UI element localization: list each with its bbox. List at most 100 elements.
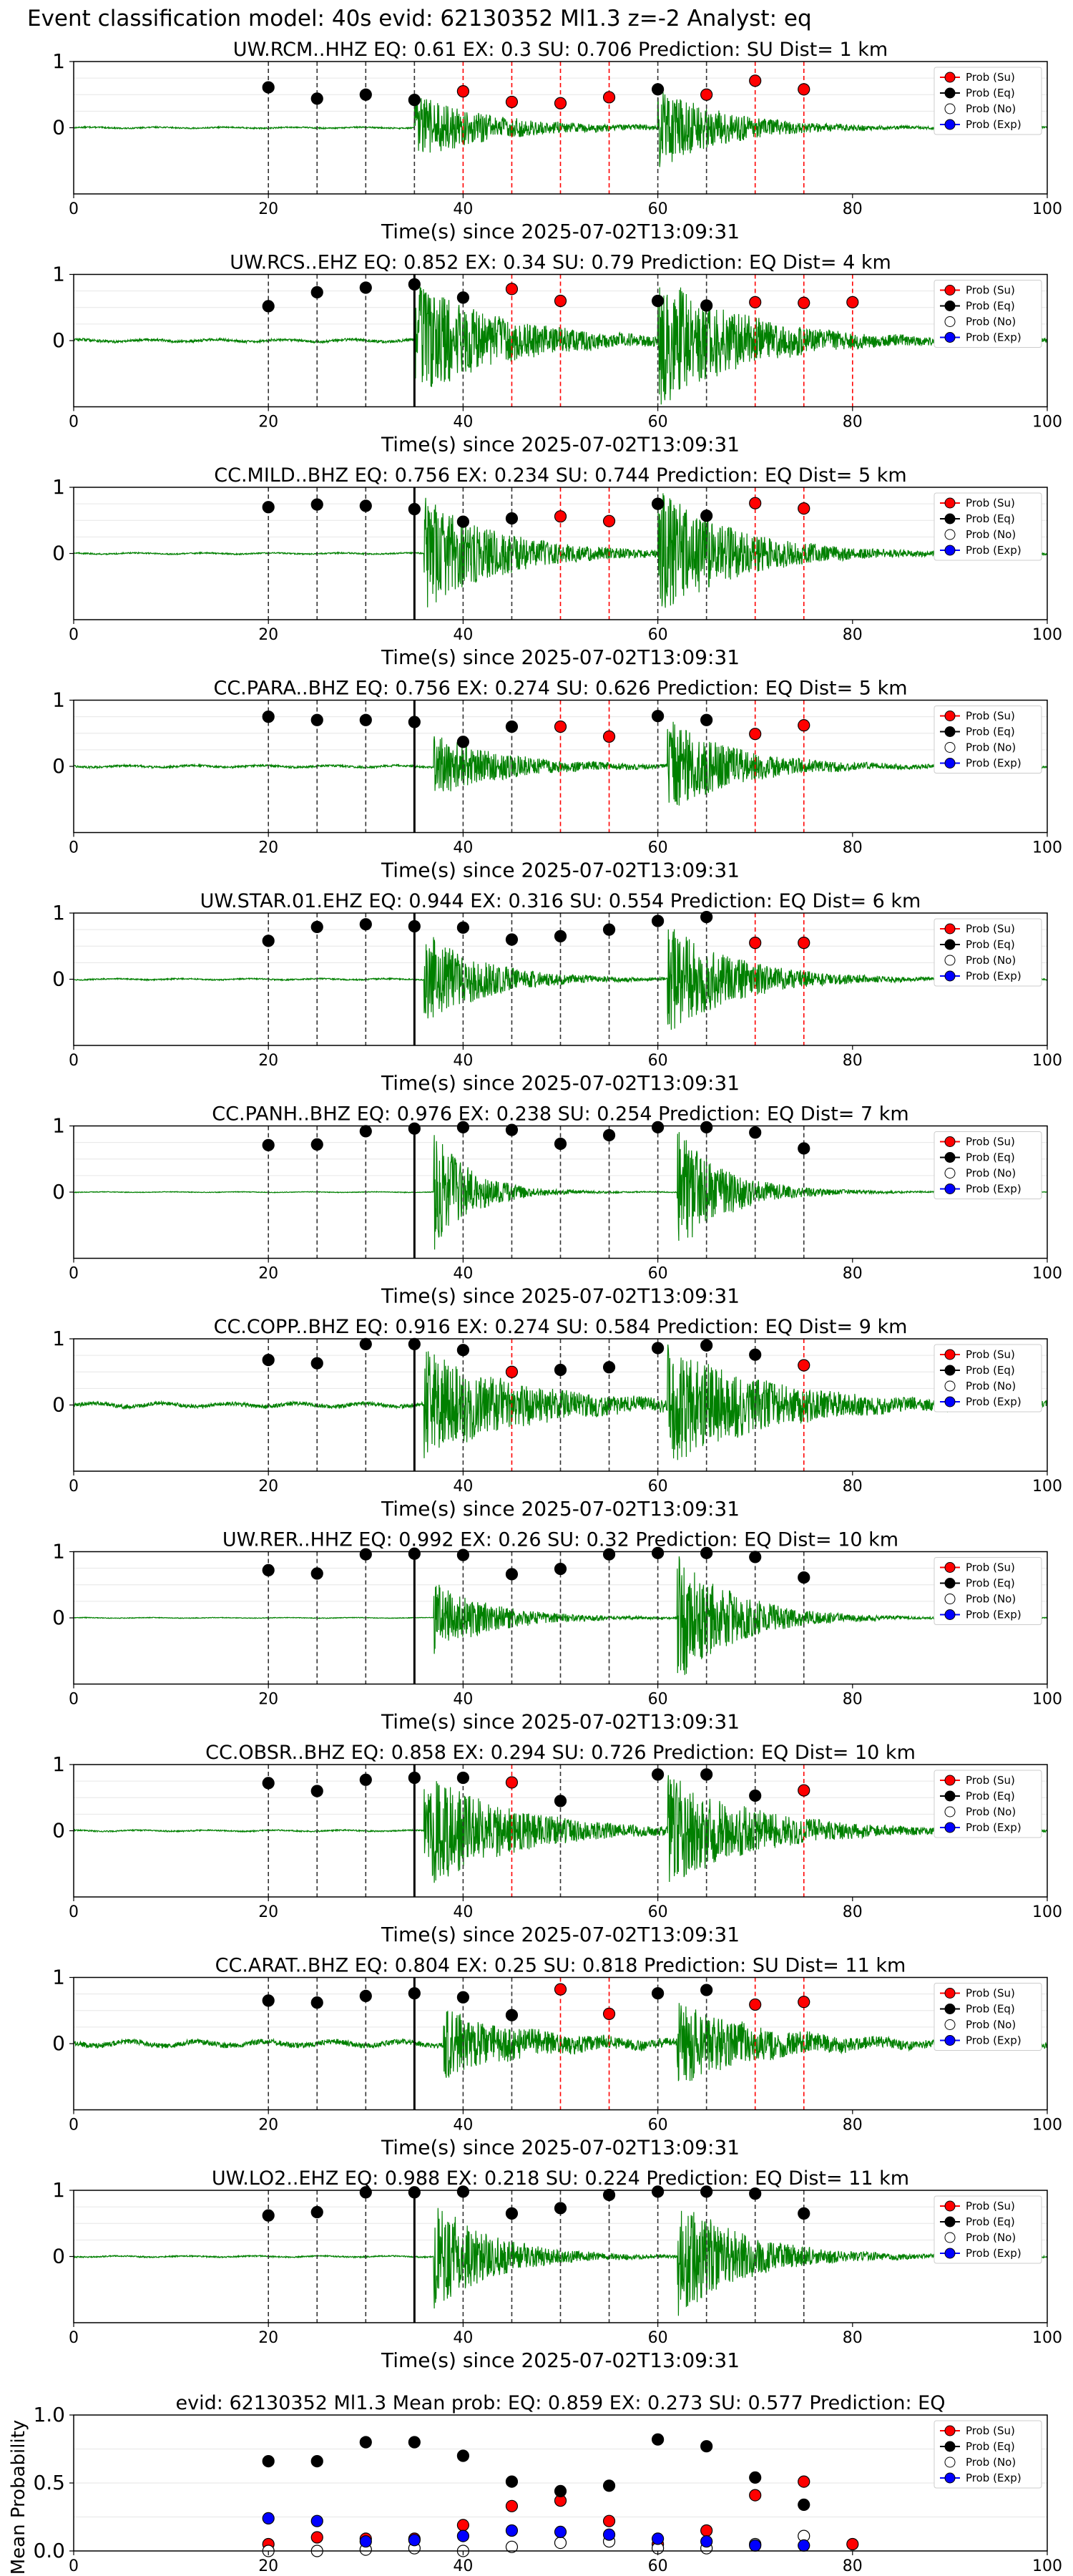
x-tick-label: 20 [258, 414, 278, 431]
station-chart: UW.LO2..EHZ EQ: 0.988 EX: 0.218 SU: 0.22… [52, 2167, 1062, 2372]
point-prob-eq [262, 1138, 275, 1151]
point-prob-eq [700, 1984, 713, 1996]
x-tick-label: 0 [69, 2117, 79, 2135]
point-prob-su [505, 1365, 519, 1378]
x-tick-label: 100 [1032, 1478, 1062, 1496]
panel-title: evid: 62130352 Ml1.3 Mean prob: EQ: 0.85… [176, 2392, 946, 2414]
x-tick-label: 60 [648, 1052, 668, 1070]
station-chart: CC.OBSR..BHZ EQ: 0.858 EX: 0.294 SU: 0.7… [52, 1742, 1062, 1946]
point-prob-eq [749, 2187, 762, 2200]
point-prob-eq [359, 1125, 372, 1138]
y-tick-label: 0 [52, 542, 65, 565]
point-prob-eq [651, 2185, 665, 2198]
legend-marker-su [944, 1562, 956, 1573]
legend-marker-exp [944, 119, 956, 130]
y-tick-label: 0.0 [33, 2539, 65, 2562]
point-prob-eq [505, 2207, 519, 2220]
panel-title: CC.OBSR..BHZ EQ: 0.858 EX: 0.294 SU: 0.7… [205, 1742, 916, 1764]
x-tick-label: 40 [453, 1478, 473, 1496]
legend-marker-exp [944, 1609, 956, 1620]
y-tick-label: 1 [52, 49, 65, 73]
legend-label: Prob (Su) [966, 1136, 1015, 1148]
legend-label: Prob (No) [966, 2019, 1016, 2031]
legend-marker-exp [944, 2472, 956, 2484]
y-tick-label: 1 [52, 688, 65, 712]
point-prob-su [749, 1998, 762, 2011]
legend-label: Prob (Exp) [966, 331, 1021, 344]
legend-box [934, 706, 1042, 774]
point-prob-exp [310, 2514, 323, 2527]
point-prob-eq [456, 1548, 470, 1561]
x-tick-label: 0 [69, 1265, 79, 1283]
point-prob-exp [651, 2532, 665, 2545]
x-tick-label: 60 [648, 839, 668, 857]
point-prob-eq [749, 2471, 762, 2484]
point-prob-eq [749, 1348, 762, 1361]
y-tick-label: 0 [52, 1606, 65, 1629]
x-axis-label: Time(s) since 2025-07-02T13:09:31 [381, 645, 740, 669]
point-prob-su [602, 514, 616, 527]
point-prob-eq [262, 1994, 275, 2007]
point-prob-eq [554, 1137, 567, 1151]
point-prob-eq [456, 1991, 470, 2004]
point-prob-eq [505, 2009, 519, 2021]
x-tick-label: 0 [69, 1903, 79, 1921]
legend-marker-no [944, 316, 956, 327]
legend-label: Prob (No) [966, 316, 1016, 328]
point-prob-su [749, 728, 762, 741]
x-tick-label: 0 [69, 626, 79, 644]
legend-label: Prob (Exp) [966, 1395, 1021, 1408]
panel-title: CC.COPP..BHZ EQ: 0.916 EX: 0.274 SU: 0.5… [214, 1316, 908, 1338]
point-prob-eq [602, 2479, 616, 2492]
x-axis-label: Time(s) since 2025-07-02T13:09:31 [381, 1923, 740, 1946]
y-tick-label: 1 [52, 1966, 65, 1989]
legend-label: Prob (No) [966, 102, 1016, 115]
x-tick-label: 20 [258, 1903, 278, 1921]
x-tick-label: 80 [843, 1265, 863, 1283]
x-tick-label: 100 [1032, 1052, 1062, 1070]
mean-probability-chart: evid: 62130352 Ml1.3 Mean prob: EQ: 0.85… [8, 2392, 1062, 2575]
legend-marker-exp [944, 1396, 956, 1407]
x-tick-label: 80 [843, 1052, 863, 1070]
legend-marker-no [944, 1806, 956, 1818]
point-prob-su [798, 2475, 810, 2488]
legend-marker-eq [944, 1578, 956, 1589]
x-tick-label: 80 [843, 2117, 863, 2135]
legend-label: Prob (Exp) [966, 2472, 1021, 2484]
legend-marker-no [944, 742, 956, 753]
x-tick-label: 100 [1032, 200, 1062, 218]
station-chart: CC.PANH..BHZ EQ: 0.976 EX: 0.238 SU: 0.2… [52, 1103, 1062, 1308]
y-tick-label: 0.5 [33, 2471, 65, 2494]
x-tick-label: 40 [453, 414, 473, 431]
x-tick-label: 100 [1032, 839, 1062, 857]
legend-marker-exp [944, 332, 956, 343]
panel-title: UW.RCM..HHZ EQ: 0.61 EX: 0.3 SU: 0.706 P… [233, 39, 888, 61]
x-tick-label: 20 [258, 839, 278, 857]
point-prob-eq [798, 1142, 810, 1155]
point-prob-eq [408, 278, 421, 291]
point-prob-eq [700, 910, 713, 924]
point-prob-eq [456, 1344, 470, 1357]
point-prob-eq [554, 2202, 567, 2215]
point-prob-su [456, 2519, 470, 2532]
point-prob-eq [262, 935, 275, 947]
x-tick-label: 0 [69, 839, 79, 857]
point-prob-su [798, 1996, 810, 2009]
x-tick-label: 20 [258, 626, 278, 644]
point-prob-su [505, 2499, 519, 2512]
legend-label: Prob (Su) [966, 1987, 1015, 2000]
panel-title: CC.PANH..BHZ EQ: 0.976 EX: 0.238 SU: 0.2… [212, 1103, 908, 1126]
point-prob-su [798, 937, 810, 950]
legend-label: Prob (Exp) [966, 1183, 1021, 1196]
point-prob-exp [505, 2524, 519, 2537]
station-chart: UW.RCM..HHZ EQ: 0.61 EX: 0.3 SU: 0.706 P… [52, 39, 1062, 243]
station-chart: CC.ARAT..BHZ EQ: 0.804 EX: 0.25 SU: 0.81… [52, 1955, 1062, 2160]
point-prob-eq [651, 914, 665, 927]
point-prob-exp [456, 2529, 470, 2542]
point-prob-exp [408, 2534, 421, 2547]
y-axis-label: Mean Probability [8, 2420, 29, 2575]
x-axis-label: Time(s) since 2025-07-02T13:09:31 [381, 1497, 740, 1521]
point-prob-eq [359, 1773, 372, 1786]
waveform-trace [73, 721, 1048, 806]
legend-label: Prob (No) [966, 2456, 1016, 2469]
